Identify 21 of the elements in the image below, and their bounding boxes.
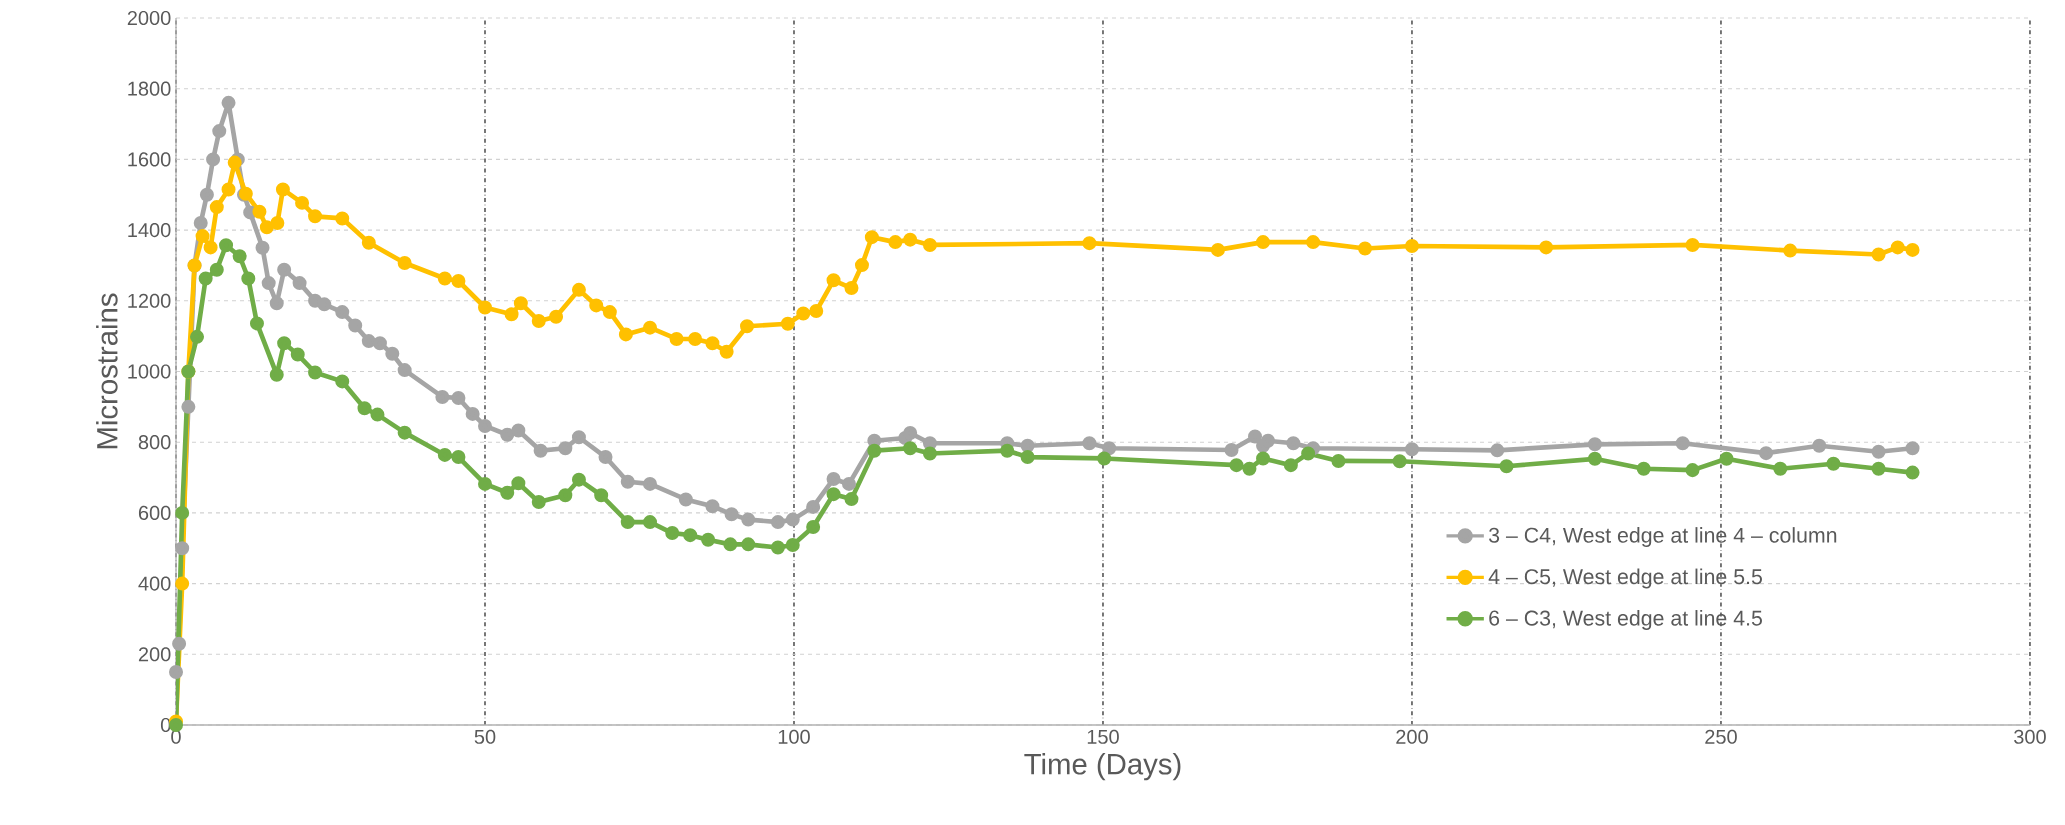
legend-label: 6 – C3, West edge at line 4.5 [1489,610,1762,630]
y-tick-label: 400 [138,576,171,591]
x-tick-label: 150 [1087,729,1119,744]
x-tick-label: 50 [474,729,496,744]
legend-label: 3 – C4, West edge at line 4 – column [1489,527,1837,547]
y-axis-title: Microstrains [96,293,118,449]
x-tick-label: 200 [1396,729,1428,744]
y-tick-label: 1400 [128,223,171,238]
x-tick-label: 300 [2014,729,2046,744]
y-tick-label: 1000 [128,364,171,379]
x-tick-label: 250 [1705,729,1737,744]
y-tick-label: 200 [138,647,171,662]
y-tick-label: 600 [138,505,171,520]
y-tick-label: 1600 [128,152,171,167]
y-tick-label: 2000 [127,10,171,26]
x-axis-title: Time (Days) [1024,753,1181,781]
x-tick-label: 100 [778,729,810,744]
y-tick-label: 800 [138,435,171,450]
y-tick-label: 1200 [128,293,171,308]
y-tick-label: 1800 [128,81,171,96]
legend-label: 4 – C5, West edge at line 5.5 [1488,568,1762,589]
